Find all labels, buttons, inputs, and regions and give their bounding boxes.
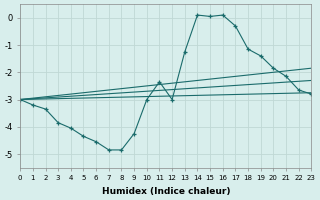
X-axis label: Humidex (Indice chaleur): Humidex (Indice chaleur) xyxy=(101,187,230,196)
